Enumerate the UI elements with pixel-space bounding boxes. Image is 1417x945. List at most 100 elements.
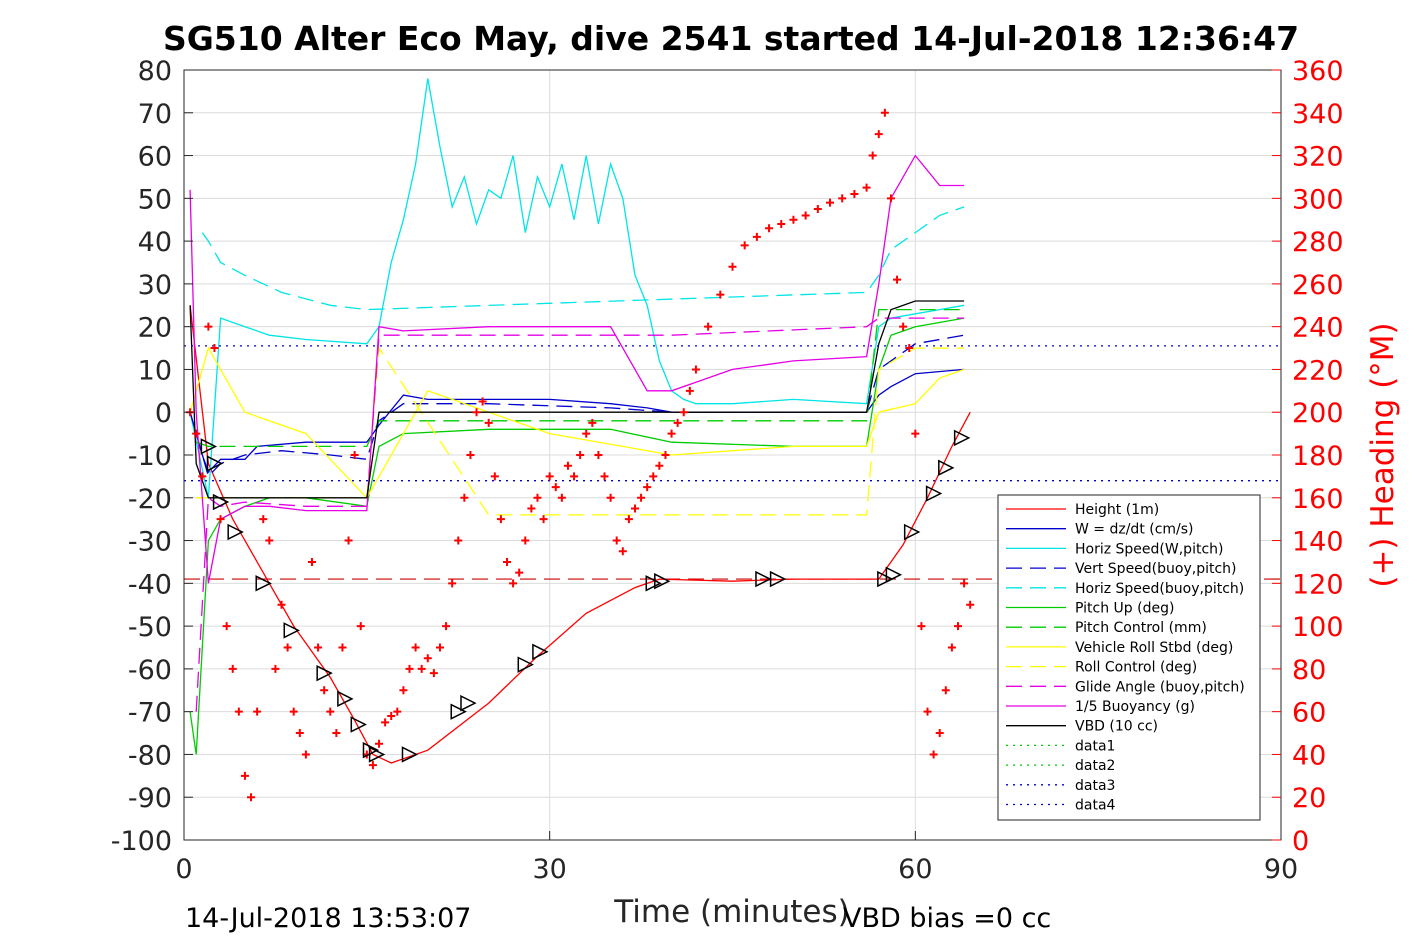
heading-point-90 bbox=[777, 220, 786, 228]
heading-point-22 bbox=[320, 686, 329, 695]
right-tick-label-8: 200 bbox=[1292, 398, 1344, 429]
heading-point-34 bbox=[393, 707, 402, 716]
heading-point-73 bbox=[630, 504, 639, 513]
triangle-marker-18 bbox=[755, 570, 772, 588]
series-line-2 bbox=[189, 78, 965, 498]
triangle-marker-16 bbox=[645, 575, 662, 592]
triangle-marker-4 bbox=[255, 575, 272, 592]
heading-point-44 bbox=[454, 536, 463, 545]
legend-label-3: Vert Speed(buoy,pitch) bbox=[1075, 561, 1237, 577]
triangle-marker-12 bbox=[450, 703, 467, 720]
heading-point-63 bbox=[570, 472, 579, 481]
legend-label-4: Horiz Speed(buoy,pitch) bbox=[1075, 581, 1244, 597]
heading-point-30 bbox=[368, 761, 377, 770]
triangle-marker-8 bbox=[350, 716, 367, 733]
heading-point-58 bbox=[539, 515, 548, 524]
left-tick-label-16: -80 bbox=[128, 740, 172, 771]
footer-timestamp: 14-Jul-2018 13:53:07 bbox=[185, 903, 471, 934]
heading-point-11 bbox=[253, 707, 262, 716]
heading-point-28 bbox=[356, 622, 365, 631]
legend-label-12: data1 bbox=[1075, 738, 1115, 754]
series-line-4 bbox=[201, 206, 965, 311]
heading-point-98 bbox=[868, 151, 877, 160]
x-tick-label-3: 90 bbox=[1264, 854, 1298, 885]
heading-point-88 bbox=[752, 232, 761, 241]
triangle-marker-3 bbox=[227, 523, 244, 541]
left-tick-label-12: -40 bbox=[128, 569, 172, 600]
heading-point-5 bbox=[216, 515, 225, 524]
heading-point-92 bbox=[801, 211, 810, 220]
heading-point-96 bbox=[850, 190, 859, 199]
heading-point-104 bbox=[905, 344, 914, 353]
left-tick-label-11: -30 bbox=[128, 527, 172, 558]
triangle-marker-19 bbox=[769, 570, 787, 588]
triangle-marker-20 bbox=[877, 570, 894, 588]
series-line-11 bbox=[189, 300, 965, 499]
heading-point-17 bbox=[289, 707, 298, 716]
legend-label-14: data3 bbox=[1075, 778, 1115, 794]
heading-point-97 bbox=[862, 183, 871, 192]
heading-point-99 bbox=[874, 130, 883, 139]
legend-label-15: data4 bbox=[1075, 798, 1116, 814]
heading-point-51 bbox=[496, 515, 505, 524]
heading-point-33 bbox=[387, 711, 396, 720]
heading-point-20 bbox=[307, 557, 316, 566]
heading-point-36 bbox=[405, 664, 414, 673]
right-tick-label-13: 100 bbox=[1292, 612, 1344, 643]
legend-label-5: Pitch Up (deg) bbox=[1075, 601, 1174, 617]
left-tick-label-17: -90 bbox=[128, 783, 172, 814]
heading-point-37 bbox=[411, 643, 420, 652]
heading-point-56 bbox=[527, 504, 536, 513]
heading-point-84 bbox=[704, 322, 713, 331]
legend-box bbox=[997, 494, 1261, 821]
heading-point-101 bbox=[886, 194, 895, 203]
legend-label-9: Glide Angle (buoy,pitch) bbox=[1075, 679, 1245, 695]
right-tick-label-14: 80 bbox=[1292, 655, 1326, 686]
heading-point-32 bbox=[381, 718, 390, 727]
x-tick-label-1: 30 bbox=[532, 854, 566, 885]
heading-point-77 bbox=[655, 461, 664, 470]
heading-point-87 bbox=[740, 241, 749, 250]
heading-point-43 bbox=[448, 579, 457, 588]
left-tick-label-4: 40 bbox=[138, 227, 172, 258]
left-tick-label-13: -50 bbox=[128, 612, 172, 643]
heading-point-52 bbox=[503, 557, 512, 566]
heading-point-79 bbox=[667, 429, 676, 438]
heading-point-94 bbox=[826, 198, 835, 207]
heading-point-31 bbox=[375, 739, 384, 748]
heading-point-93 bbox=[813, 205, 822, 214]
left-tick-label-3: 50 bbox=[138, 184, 172, 215]
heading-point-67 bbox=[594, 451, 603, 459]
legend-label-6: Pitch Control (mm) bbox=[1075, 620, 1207, 636]
heading-point-50 bbox=[490, 472, 499, 481]
right-tick-label-10: 160 bbox=[1292, 484, 1344, 515]
heading-point-109 bbox=[935, 729, 944, 738]
heading-point-62 bbox=[563, 461, 572, 470]
heading-point-25 bbox=[338, 643, 347, 652]
left-tick-label-10: -20 bbox=[128, 484, 172, 515]
legend-label-7: Vehicle Roll Stbd (deg) bbox=[1075, 640, 1233, 656]
right-tick-label-17: 20 bbox=[1292, 783, 1326, 814]
heading-point-46 bbox=[466, 451, 475, 459]
heading-point-113 bbox=[960, 579, 969, 588]
legend-label-8: Roll Control (deg) bbox=[1075, 660, 1197, 676]
series-line-8 bbox=[196, 346, 965, 516]
heading-point-83 bbox=[691, 365, 700, 374]
legend-label-13: data2 bbox=[1075, 758, 1115, 774]
triangle-marker-2 bbox=[212, 493, 230, 511]
right-tick-label-1: 340 bbox=[1292, 99, 1344, 130]
heading-point-39 bbox=[423, 654, 432, 663]
triangle-marker-17 bbox=[654, 572, 671, 590]
left-tick-label-8: 0 bbox=[155, 398, 172, 429]
triangle-marker-14 bbox=[517, 656, 534, 673]
heading-points bbox=[186, 108, 975, 802]
heading-point-91 bbox=[789, 215, 798, 224]
triangle-marker-15 bbox=[532, 643, 549, 660]
triangle-marker-1 bbox=[206, 455, 224, 472]
right-tick-label-6: 240 bbox=[1292, 313, 1344, 344]
heading-point-71 bbox=[618, 547, 627, 556]
left-tick-label-2: 60 bbox=[138, 142, 172, 173]
heading-point-53 bbox=[509, 579, 518, 588]
heading-point-45 bbox=[460, 493, 469, 502]
